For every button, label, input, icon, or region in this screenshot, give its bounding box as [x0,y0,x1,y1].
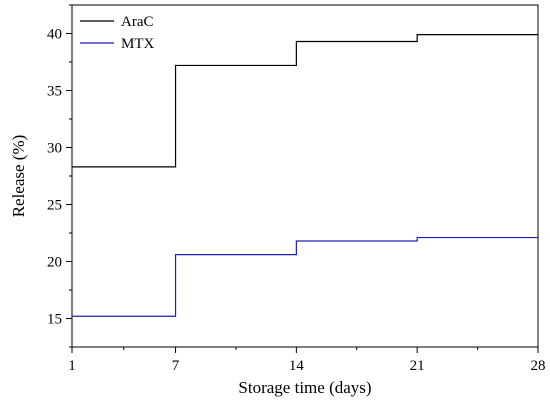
x-tick-label: 1 [68,358,76,374]
legend: AraC MTX [80,14,155,52]
x-axis-title: Storage time (days) [238,378,371,397]
y-tick-label: 15 [47,312,62,328]
y-tick-label: 40 [47,27,62,43]
series-layer [72,34,538,317]
plot-frame [71,4,539,348]
x-tick-label: 14 [289,358,305,374]
series-line-arac [72,34,538,168]
y-axis: 15 20 25 30 35 40 [47,4,72,348]
y-axis-title: Release (%) [9,135,28,218]
x-axis: 1 7 14 21 28 [68,347,546,374]
x-tick-label: 7 [172,358,180,374]
y-tick-label: 35 [47,84,62,100]
y-tick-label: 20 [47,255,62,271]
legend-label-arac: AraC [121,14,154,30]
series-line-mtx [72,236,538,317]
y-tick-label: 25 [47,198,62,214]
legend-label-mtx: MTX [121,36,155,52]
x-tick-label: 28 [531,358,546,374]
x-tick-label: 21 [410,358,425,374]
y-tick-label: 30 [47,141,62,157]
plot-border [71,4,539,348]
